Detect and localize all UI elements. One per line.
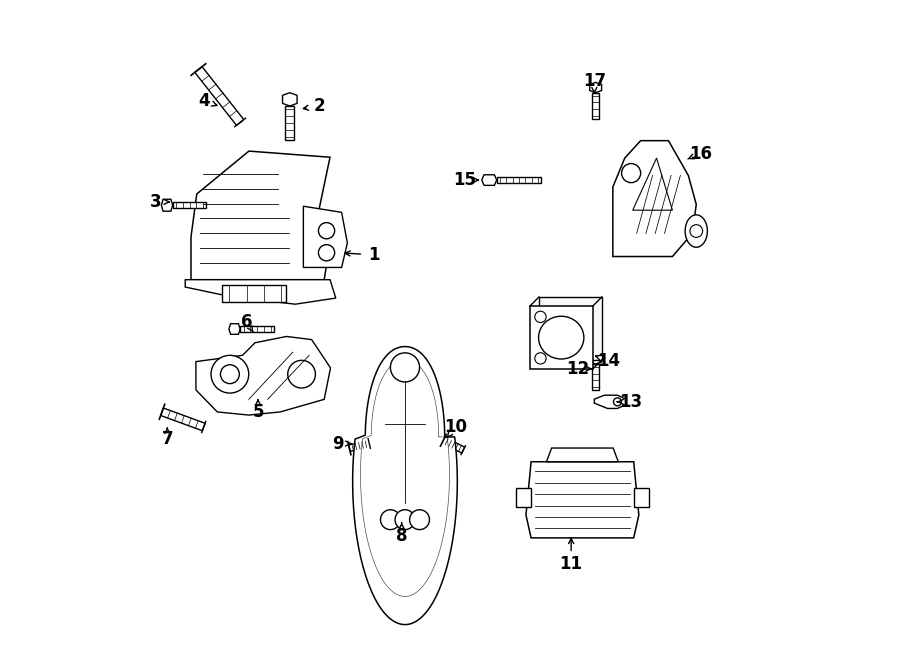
Polygon shape	[191, 151, 330, 279]
Circle shape	[319, 245, 335, 261]
Polygon shape	[482, 175, 497, 185]
Bar	[222, 285, 286, 302]
Polygon shape	[633, 158, 672, 211]
Circle shape	[622, 164, 641, 183]
Text: 14: 14	[598, 352, 620, 370]
Text: 13: 13	[619, 393, 643, 411]
Polygon shape	[185, 279, 336, 305]
Polygon shape	[348, 440, 370, 451]
Polygon shape	[283, 93, 297, 106]
Text: 4: 4	[198, 91, 210, 110]
Text: 6: 6	[241, 313, 253, 332]
Circle shape	[391, 353, 419, 382]
Bar	[539, 297, 602, 359]
Text: 12: 12	[566, 359, 590, 378]
Polygon shape	[442, 438, 464, 453]
Bar	[173, 202, 206, 209]
Polygon shape	[161, 408, 205, 431]
Polygon shape	[634, 489, 649, 507]
Text: 9: 9	[331, 434, 343, 453]
Polygon shape	[590, 82, 601, 93]
Bar	[285, 106, 294, 140]
Text: 3: 3	[149, 193, 161, 211]
Circle shape	[220, 365, 239, 384]
Polygon shape	[590, 354, 601, 364]
Circle shape	[690, 224, 703, 238]
Polygon shape	[303, 207, 347, 267]
Bar	[497, 177, 542, 183]
Circle shape	[381, 510, 400, 530]
Text: 17: 17	[583, 71, 606, 90]
Polygon shape	[594, 395, 626, 408]
Circle shape	[535, 353, 546, 364]
Polygon shape	[161, 199, 173, 211]
Ellipse shape	[685, 215, 707, 248]
Text: 1: 1	[368, 246, 380, 264]
Text: 10: 10	[444, 418, 467, 436]
Bar	[592, 364, 599, 391]
Text: 11: 11	[560, 555, 582, 573]
Circle shape	[211, 355, 248, 393]
Circle shape	[535, 311, 546, 322]
Text: 8: 8	[396, 527, 408, 545]
Polygon shape	[196, 336, 330, 415]
Polygon shape	[194, 67, 244, 125]
Ellipse shape	[538, 316, 584, 359]
Polygon shape	[613, 141, 697, 257]
Text: 2: 2	[314, 97, 326, 115]
Circle shape	[410, 510, 429, 530]
Polygon shape	[546, 448, 618, 462]
Circle shape	[319, 222, 335, 239]
Polygon shape	[526, 462, 639, 538]
Polygon shape	[353, 347, 457, 624]
Text: 16: 16	[688, 144, 712, 163]
Text: 5: 5	[252, 402, 264, 421]
Polygon shape	[229, 324, 240, 334]
Polygon shape	[516, 489, 531, 507]
Bar	[530, 306, 593, 369]
Bar	[592, 93, 599, 118]
Text: 15: 15	[453, 171, 476, 189]
Circle shape	[395, 510, 415, 530]
Bar	[240, 326, 274, 332]
Text: 7: 7	[161, 430, 173, 448]
Circle shape	[288, 360, 315, 388]
Circle shape	[614, 398, 622, 406]
